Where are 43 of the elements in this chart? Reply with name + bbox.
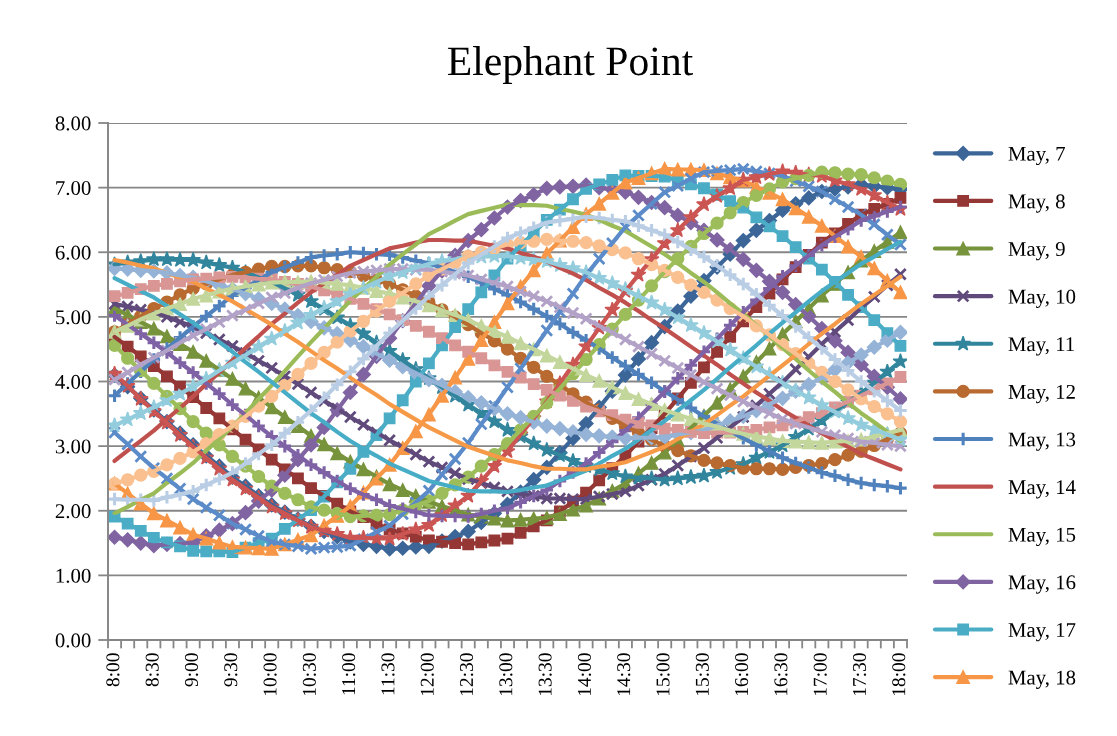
legend-label: May, 9 bbox=[1008, 242, 1065, 261]
legend-label: May, 11 bbox=[1008, 337, 1074, 356]
legend-label: May, 14 bbox=[1008, 480, 1076, 499]
y-tick-label: 0.00 bbox=[55, 633, 91, 648]
x-tick-label: 9:30 bbox=[224, 653, 238, 687]
y-tick-label: 8.00 bbox=[55, 116, 91, 131]
x-tick-label: 9:00 bbox=[184, 653, 199, 687]
y-tick-label: 5.00 bbox=[56, 310, 91, 325]
x-tick-label: 14:30 bbox=[617, 653, 631, 696]
x-tick-label: 15:30 bbox=[695, 653, 709, 696]
x-tick-label: 18:00 bbox=[892, 653, 906, 696]
x-tick-label: 13:30 bbox=[538, 653, 552, 696]
legend-label: May, 16 bbox=[1008, 575, 1076, 594]
x-tick-label: 16:30 bbox=[774, 653, 788, 696]
y-tick-label: 2.00 bbox=[55, 504, 91, 519]
y-tick-label: 4.00 bbox=[55, 374, 91, 390]
x-tick-label: 8:00 bbox=[106, 653, 120, 687]
legend-label: May, 15 bbox=[1008, 527, 1076, 547]
legend-label: May, 13 bbox=[1008, 432, 1076, 451]
legend-label: May, 8 bbox=[1008, 194, 1065, 213]
x-tick-label: 8:30 bbox=[145, 653, 159, 687]
x-tick-label: 14:00 bbox=[577, 653, 592, 696]
chart-title: Elephant Point bbox=[447, 46, 694, 84]
y-tick-label: 3.00 bbox=[55, 439, 91, 454]
x-tick-label: 12:00 bbox=[420, 653, 434, 696]
x-tick-label: 15:00 bbox=[656, 653, 670, 696]
x-tick-label: 17:00 bbox=[813, 653, 827, 696]
y-tick-label: 1.00 bbox=[56, 568, 91, 583]
y-tick-label: 7.00 bbox=[56, 181, 91, 196]
x-tick-label: 10:30 bbox=[302, 653, 316, 696]
x-tick-label: 11:00 bbox=[342, 653, 356, 695]
x-tick-label: 16:00 bbox=[735, 653, 749, 696]
x-tick-label: 13:00 bbox=[499, 653, 513, 696]
x-tick-label: 12:30 bbox=[459, 653, 474, 696]
y-tick-label: 6.00 bbox=[55, 245, 91, 260]
x-tick-label: 11:30 bbox=[381, 653, 395, 695]
legend-label: May, 18 bbox=[1008, 670, 1076, 689]
legend-label: May, 7 bbox=[1008, 146, 1065, 166]
legend-label: May, 12 bbox=[1008, 384, 1075, 404]
x-tick-label: 10:00 bbox=[263, 653, 277, 696]
x-tick-label: 17:30 bbox=[852, 653, 867, 696]
legend-label: May, 17 bbox=[1008, 623, 1076, 642]
legend-label: May, 10 bbox=[1008, 289, 1076, 308]
